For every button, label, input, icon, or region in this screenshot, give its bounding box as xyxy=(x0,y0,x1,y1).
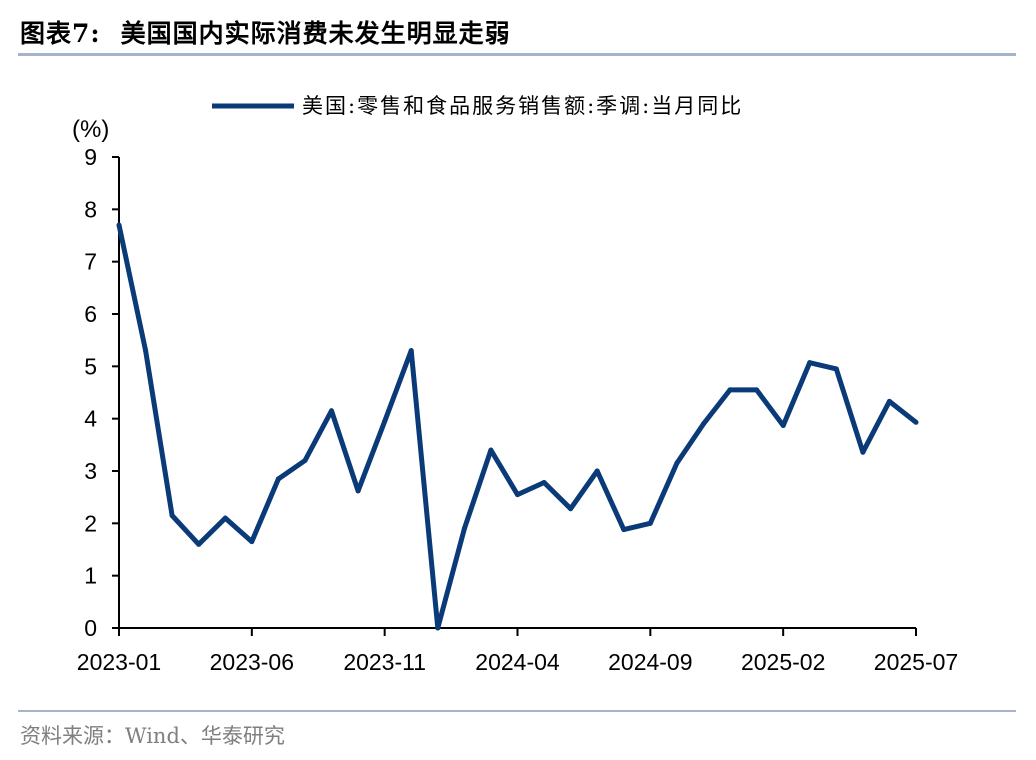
chart-title: 图表7: 美国国内实际消费未发生明显走弱 xyxy=(20,14,511,50)
data-point xyxy=(382,418,388,424)
data-point xyxy=(275,476,281,482)
y-tick-label: 6 xyxy=(84,301,97,327)
data-point xyxy=(701,421,706,427)
series-line xyxy=(116,224,918,631)
data-point xyxy=(222,515,228,521)
x-tick-label: 2025-07 xyxy=(874,649,958,675)
data-point xyxy=(435,625,441,631)
y-tick-label: 5 xyxy=(84,353,97,379)
data-point xyxy=(860,449,866,455)
y-tick-label: 8 xyxy=(84,196,97,222)
x-tick-label: 2024-04 xyxy=(475,649,560,675)
data-point xyxy=(754,387,760,393)
data-point xyxy=(116,222,122,228)
data-point xyxy=(647,520,653,526)
x-tick-label: 2024-09 xyxy=(608,649,692,675)
x-tick-label: 2023-01 xyxy=(77,649,161,675)
x-axis-ticks: 2023-01 2023-06 2023-11 2024-04 2024-09 2025-… xyxy=(77,628,958,675)
data-point xyxy=(568,506,574,512)
data-point xyxy=(461,526,467,532)
y-tick-label: 4 xyxy=(84,406,97,432)
data-point xyxy=(594,468,600,474)
y-unit-label: (%) xyxy=(72,116,109,143)
x-tick-label: 2025-02 xyxy=(741,649,825,675)
y-tick-label: 7 xyxy=(84,249,97,275)
legend: 美国:零售和食品服务销售额:季调:当月同比 xyxy=(212,94,743,118)
data-point xyxy=(621,527,627,533)
y-axis-ticks: 0 1 2 3 4 5 6 7 8 9 xyxy=(84,144,119,641)
data-point xyxy=(302,458,308,463)
data-point xyxy=(169,513,175,518)
data-point xyxy=(408,348,414,354)
series-layer xyxy=(116,222,919,631)
legend-label: 美国:零售和食品服务销售额:季调:当月同比 xyxy=(302,94,743,118)
y-tick-label: 2 xyxy=(84,510,97,536)
data-point xyxy=(674,460,680,466)
data-point xyxy=(541,480,547,485)
data-point xyxy=(727,387,733,393)
data-point xyxy=(196,541,202,547)
data-point xyxy=(807,360,813,366)
y-tick-label: 3 xyxy=(84,458,97,484)
header-divider xyxy=(18,53,1016,56)
y-tick-label: 1 xyxy=(84,563,97,589)
x-tick-label: 2023-06 xyxy=(210,649,294,675)
data-point xyxy=(780,423,786,428)
figure-label: 图表7: xyxy=(20,19,101,48)
data-point xyxy=(488,447,494,453)
source-note: 资料来源：Wind、华泰研究 xyxy=(20,724,285,748)
y-tick-label: 9 xyxy=(84,144,97,170)
data-point xyxy=(515,492,520,498)
data-point xyxy=(833,366,839,372)
footer-divider xyxy=(18,710,1016,712)
data-point xyxy=(249,539,255,545)
data-point xyxy=(913,419,919,425)
y-tick-label: 0 xyxy=(84,615,97,641)
data-point xyxy=(143,348,149,354)
title-text: 美国国内实际消费未发生明显走弱 xyxy=(120,19,511,48)
data-point xyxy=(886,398,892,404)
data-point xyxy=(355,488,361,494)
x-tick-label: 2023-11 xyxy=(343,649,426,675)
data-point xyxy=(329,408,334,414)
